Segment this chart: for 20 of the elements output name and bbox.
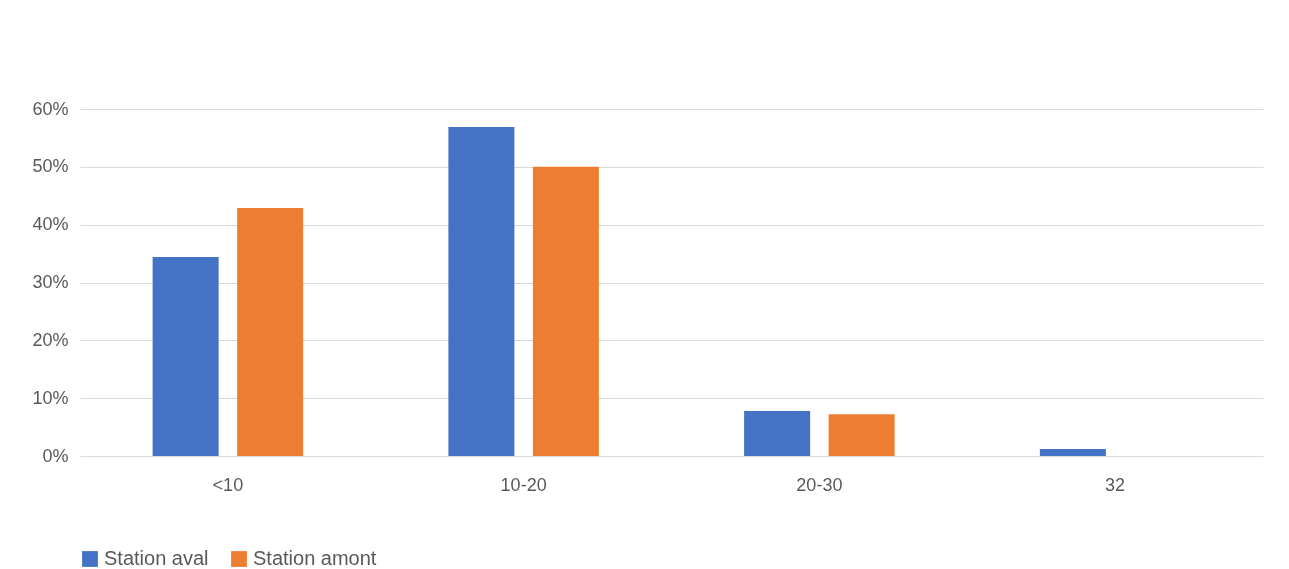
legend-label: Station amont (253, 547, 377, 569)
y-tick-label: 60% (32, 98, 69, 119)
bar (828, 414, 895, 456)
x-tick-label: 32 (1105, 474, 1126, 495)
legend-label: Station aval (104, 547, 209, 569)
x-tick-label: 10-20 (500, 474, 547, 495)
bar (237, 207, 304, 456)
y-tick-label: 40% (32, 214, 69, 235)
y-tick-label: 0% (42, 445, 69, 466)
bar (152, 257, 219, 456)
y-tick-label: 20% (32, 329, 69, 350)
bar (744, 410, 811, 456)
y-tick-label: 50% (32, 156, 69, 177)
bar (448, 126, 515, 456)
x-tick-label: 20-30 (796, 474, 843, 495)
bar (1039, 449, 1106, 456)
x-tick-label: <10 (212, 474, 244, 495)
y-tick-label: 30% (32, 272, 69, 292)
y-tick-label: 10% (32, 387, 69, 408)
bar (532, 166, 599, 456)
